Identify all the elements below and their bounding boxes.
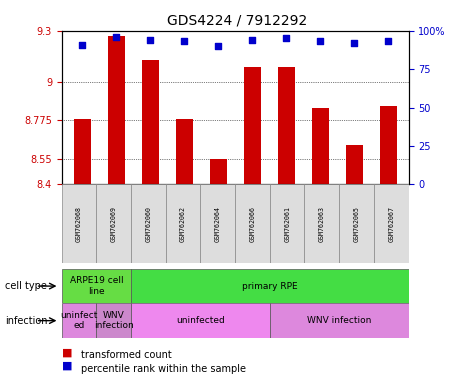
Point [282, 35, 290, 41]
Text: GSM762064: GSM762064 [215, 206, 221, 242]
Bar [270, 303, 408, 338]
Bar [244, 66, 261, 184]
Text: ■: ■ [62, 361, 72, 371]
Bar [380, 106, 397, 184]
Text: GSM762067: GSM762067 [388, 206, 394, 242]
Bar [277, 66, 294, 184]
Text: GSM762062: GSM762062 [180, 206, 186, 242]
Bar [131, 184, 166, 263]
Text: uninfect
ed: uninfect ed [60, 311, 98, 330]
Point [384, 38, 392, 45]
Bar [374, 184, 408, 263]
Bar [96, 303, 131, 338]
Text: GSM762060: GSM762060 [145, 206, 152, 242]
Point [113, 34, 120, 40]
Text: ■: ■ [62, 347, 72, 357]
Bar [62, 303, 96, 338]
Text: primary RPE: primary RPE [242, 281, 298, 291]
Point [180, 38, 188, 45]
Bar [74, 119, 91, 184]
Point [248, 37, 256, 43]
Point [146, 37, 154, 43]
Text: GSM762068: GSM762068 [76, 206, 82, 242]
Bar [312, 108, 329, 184]
Bar [62, 184, 96, 263]
Text: transformed count: transformed count [81, 350, 171, 360]
Text: WNV
infection: WNV infection [94, 311, 133, 330]
Bar [131, 269, 408, 303]
Text: GSM762069: GSM762069 [111, 206, 117, 242]
Bar [209, 159, 227, 184]
Text: ARPE19 cell
line: ARPE19 cell line [70, 276, 123, 296]
Text: GSM762061: GSM762061 [284, 206, 290, 242]
Text: WNV infection: WNV infection [307, 316, 371, 325]
Text: cell type: cell type [5, 281, 47, 291]
Bar [108, 36, 124, 184]
Point [214, 43, 222, 49]
Bar [339, 184, 374, 263]
Bar [166, 184, 200, 263]
Text: infection: infection [5, 316, 47, 326]
Bar [346, 145, 362, 184]
Point [350, 40, 358, 46]
Text: percentile rank within the sample: percentile rank within the sample [81, 364, 246, 374]
Text: uninfected: uninfected [176, 316, 225, 325]
Text: GSM762065: GSM762065 [353, 206, 360, 242]
Bar [270, 184, 304, 263]
Bar [142, 60, 159, 184]
Bar [62, 269, 131, 303]
Bar [176, 119, 193, 184]
Bar [304, 184, 339, 263]
Point [316, 38, 324, 45]
Point [78, 41, 86, 48]
Bar [131, 303, 270, 338]
Bar [235, 184, 270, 263]
Text: GSM762066: GSM762066 [249, 206, 256, 242]
Text: GSM762063: GSM762063 [319, 206, 325, 242]
Text: GDS4224 / 7912292: GDS4224 / 7912292 [167, 13, 308, 27]
Bar [96, 184, 131, 263]
Bar [200, 184, 235, 263]
